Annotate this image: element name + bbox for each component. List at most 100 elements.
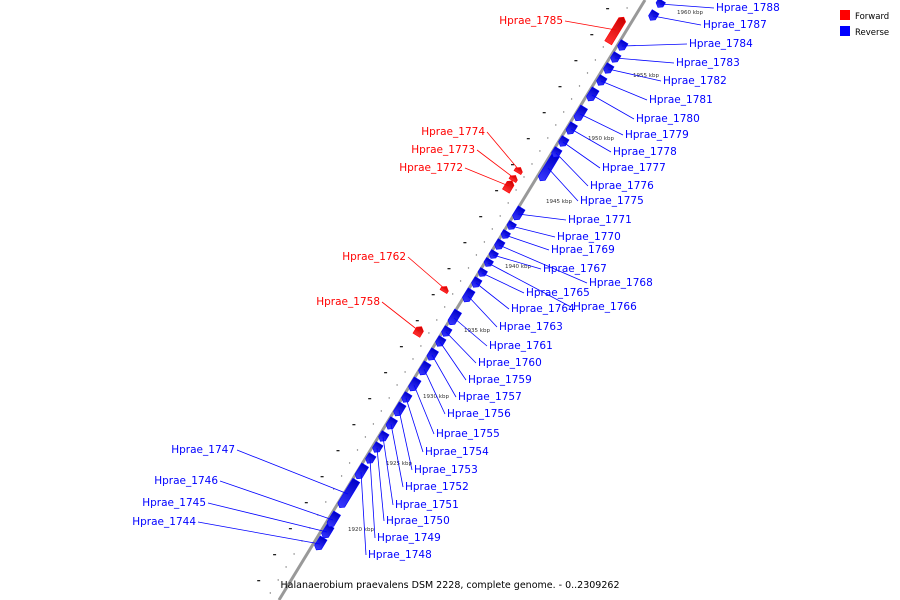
gene-label[interactable]: Hprae_1771 bbox=[568, 214, 632, 226]
gene-label[interactable]: Hprae_1767 bbox=[543, 263, 607, 275]
gene-glyph[interactable] bbox=[320, 523, 335, 540]
gene-glyph[interactable] bbox=[377, 430, 390, 444]
gene-label[interactable]: Hprae_1763 bbox=[499, 321, 563, 333]
gene-label[interactable]: Hprae_1757 bbox=[458, 391, 522, 403]
gene-glyph[interactable] bbox=[557, 135, 570, 149]
gene-label[interactable]: Hprae_1782 bbox=[663, 75, 727, 87]
gene-leader-line bbox=[398, 409, 413, 471]
gene-glyph[interactable] bbox=[604, 15, 627, 46]
gene-glyph[interactable] bbox=[439, 284, 450, 295]
gene-glyph[interactable] bbox=[407, 376, 422, 393]
gene-label[interactable]: Hprae_1750 bbox=[386, 515, 450, 527]
gene-glyph[interactable] bbox=[313, 535, 328, 552]
gene-label[interactable]: Hprae_1764 bbox=[511, 303, 575, 315]
gene-glyph[interactable] bbox=[616, 39, 629, 53]
gene-label[interactable]: Hprae_1787 bbox=[703, 19, 767, 31]
gene-glyph[interactable] bbox=[508, 173, 519, 184]
gene-label[interactable]: Hprae_1766 bbox=[573, 301, 637, 313]
gene-glyph[interactable] bbox=[585, 86, 600, 103]
gene-leader-line bbox=[197, 521, 321, 545]
gene-glyph[interactable] bbox=[655, 0, 666, 9]
gene-label[interactable]: Hprae_1776 bbox=[590, 180, 654, 192]
gene-label[interactable]: Hprae_1748 bbox=[368, 549, 432, 561]
gene-label[interactable]: Hprae_1780 bbox=[636, 113, 700, 125]
gene-label[interactable]: Hprae_1778 bbox=[613, 146, 677, 158]
gene-label[interactable]: Hprae_1747 bbox=[171, 444, 235, 456]
gene-label[interactable]: Hprae_1754 bbox=[425, 446, 489, 458]
gene-label[interactable]: Hprae_1760 bbox=[478, 357, 542, 369]
scale-label: 1950 kbp bbox=[588, 136, 614, 142]
gene-label[interactable]: Hprae_1751 bbox=[395, 499, 459, 511]
gene-glyph[interactable] bbox=[602, 62, 615, 76]
gene-label[interactable]: Hprae_1752 bbox=[405, 481, 469, 493]
gene-label[interactable]: Hprae_1784 bbox=[689, 38, 753, 50]
gene-label[interactable]: Hprae_1785 bbox=[499, 15, 563, 27]
gene-label[interactable]: Hprae_1761 bbox=[489, 340, 553, 352]
gene-glyph[interactable] bbox=[564, 121, 578, 136]
gene-leader-line bbox=[360, 471, 367, 556]
gene-label[interactable]: Hprae_1756 bbox=[447, 408, 511, 420]
gene-label[interactable]: Hprae_1744 bbox=[132, 516, 196, 528]
gene-glyph[interactable] bbox=[353, 462, 369, 481]
gene-glyph[interactable] bbox=[371, 441, 384, 455]
gene-glyph[interactable] bbox=[609, 51, 622, 65]
gene-glyph[interactable] bbox=[417, 360, 432, 377]
gene-label[interactable]: Hprae_1755 bbox=[436, 428, 500, 440]
gene-leader-line bbox=[407, 256, 446, 290]
gene-label[interactable]: Hprae_1779 bbox=[625, 129, 689, 141]
gene-glyph[interactable] bbox=[434, 335, 447, 349]
legend-reverse-label: Reverse bbox=[855, 28, 889, 38]
gene-label[interactable]: Hprae_1772 bbox=[399, 162, 463, 174]
gene-glyph[interactable] bbox=[470, 276, 483, 290]
gene-label[interactable]: Hprae_1745 bbox=[142, 497, 206, 509]
gene-glyph[interactable] bbox=[446, 308, 462, 327]
gene-leader-line bbox=[445, 331, 477, 364]
gene-leader-line bbox=[382, 436, 394, 506]
gene-glyph[interactable] bbox=[513, 165, 524, 176]
gene-label[interactable]: Hprae_1753 bbox=[414, 464, 478, 476]
gene-glyph[interactable] bbox=[336, 477, 361, 509]
gene-label[interactable]: Hprae_1758 bbox=[316, 296, 380, 308]
gene-glyph[interactable] bbox=[461, 287, 476, 304]
gene-leader-line bbox=[413, 384, 435, 435]
gene-glyph[interactable] bbox=[425, 347, 439, 362]
gene-label[interactable]: Hprae_1768 bbox=[589, 277, 653, 289]
gene-label[interactable]: Hprae_1769 bbox=[551, 244, 615, 256]
scale-label: 1940 kbp bbox=[505, 264, 531, 270]
gene-glyph[interactable] bbox=[483, 257, 494, 269]
gene-label[interactable]: Hprae_1788 bbox=[716, 2, 780, 14]
scale-label: 1925 kbp bbox=[386, 461, 412, 467]
gene-label[interactable]: Hprae_1775 bbox=[580, 195, 644, 207]
gene-glyph[interactable] bbox=[440, 325, 453, 339]
gene-label[interactable]: Hprae_1777 bbox=[602, 162, 666, 174]
gene-glyph[interactable] bbox=[502, 179, 515, 194]
gene-glyph[interactable] bbox=[647, 9, 660, 23]
gene-glyph[interactable] bbox=[384, 416, 398, 431]
gene-leader-line bbox=[547, 167, 579, 202]
gene-label[interactable]: Hprae_1746 bbox=[154, 475, 218, 487]
scale-label: 1960 kbp bbox=[677, 10, 703, 16]
gene-glyph[interactable] bbox=[572, 104, 588, 123]
gene-leader-line bbox=[453, 317, 488, 347]
gene-leader-line bbox=[486, 131, 520, 171]
gene-leader-line bbox=[510, 225, 556, 238]
gene-label[interactable]: Hprae_1762 bbox=[342, 251, 406, 263]
gene-glyph[interactable] bbox=[392, 401, 407, 418]
gene-label[interactable]: Hprae_1783 bbox=[676, 57, 740, 69]
gene-label[interactable]: Hprae_1749 bbox=[377, 532, 441, 544]
scale-label: 1945 kbp bbox=[546, 199, 572, 205]
gene-glyph[interactable] bbox=[511, 205, 526, 222]
gene-glyph[interactable] bbox=[325, 510, 341, 529]
gene-leader-line bbox=[475, 282, 510, 310]
gene-label[interactable]: Hprae_1773 bbox=[411, 144, 475, 156]
gene-leader-line bbox=[439, 341, 467, 381]
gene-glyph[interactable] bbox=[400, 391, 413, 405]
gene-leader-line bbox=[431, 354, 457, 398]
gene-label[interactable]: Hprae_1781 bbox=[649, 94, 713, 106]
gene-label[interactable]: Hprae_1765 bbox=[526, 287, 590, 299]
gene-leader-line bbox=[591, 94, 635, 120]
gene-label[interactable]: Hprae_1759 bbox=[468, 374, 532, 386]
gene-label[interactable]: Hprae_1774 bbox=[421, 126, 485, 138]
gene-glyph[interactable] bbox=[550, 146, 563, 160]
gene-label[interactable]: Hprae_1770 bbox=[557, 231, 621, 243]
